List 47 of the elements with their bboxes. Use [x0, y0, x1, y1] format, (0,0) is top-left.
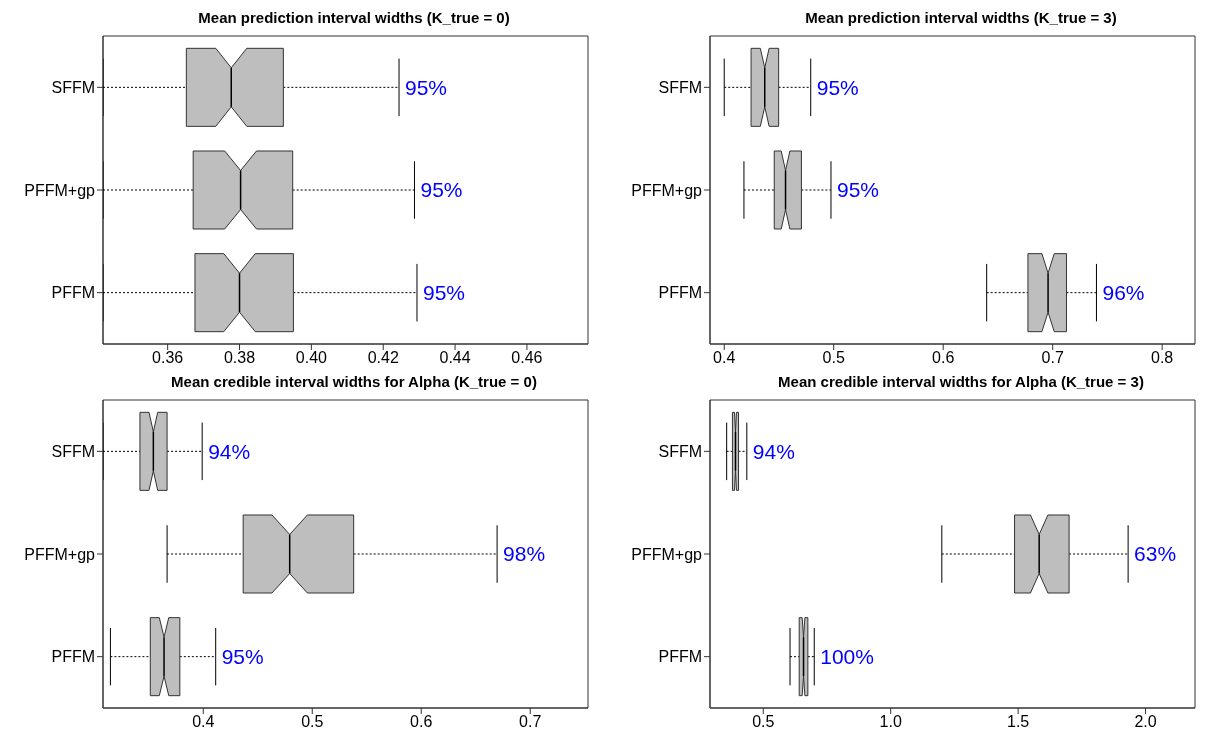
annotation: 95%: [836, 178, 880, 202]
y-tick-label: PFFM: [658, 284, 702, 302]
x-tick-label: 0.5: [301, 713, 324, 731]
annotation: 95%: [405, 75, 448, 99]
x-tick-label: 0.44: [439, 349, 471, 367]
x-tick-label: 0.4: [713, 349, 736, 367]
annotation: 100%: [820, 645, 874, 669]
y-tick-label: PFFM+gp: [24, 545, 96, 563]
annotation: 95%: [221, 645, 264, 669]
x-tick-label: 0.5: [822, 349, 845, 367]
x-tick-label: 1.0: [879, 713, 902, 731]
y-tick-label: PFFM+gp: [631, 181, 703, 199]
y-tick-label: PFFM: [51, 284, 95, 302]
chart-title: Mean prediction interval widths (K_true = 0): [197, 8, 511, 28]
annotation: 63%: [1134, 542, 1177, 566]
x-tick-label: 0.7: [519, 713, 542, 731]
chart-title: Mean prediction interval widths (K_true = 3): [804, 8, 1118, 28]
x-tick-label: 0.8: [1151, 349, 1174, 367]
annotation: 95%: [816, 75, 859, 99]
x-tick-label: 1.5: [1007, 713, 1030, 731]
x-tick-label: 0.5: [752, 713, 775, 731]
y-tick-label: SFFM: [51, 79, 95, 97]
x-tick-label: 0.38: [223, 349, 256, 367]
annotation: 94%: [208, 439, 251, 463]
x-tick-label: 0.7: [1041, 349, 1064, 367]
y-tick-label: SFFM: [658, 79, 702, 97]
chart-title: Mean credible interval widths for Alpha (K_true = 0): [170, 372, 538, 392]
annotation: 95%: [420, 178, 463, 202]
x-tick-label: 0.36: [152, 349, 184, 367]
x-tick-label: 2.0: [1134, 713, 1157, 731]
x-tick-label: 0.4: [192, 713, 215, 731]
annotation: 94%: [752, 439, 795, 463]
y-tick-label: PFFM+gp: [631, 545, 703, 563]
x-tick-label: 0.6: [410, 713, 433, 731]
annotation: 96%: [1102, 281, 1145, 305]
x-tick-label: 0.46: [511, 349, 543, 367]
y-tick-label: SFFM: [658, 443, 702, 461]
annotation: 98%: [503, 542, 546, 566]
x-tick-label: 0.42: [367, 349, 399, 367]
x-tick-label: 0.6: [932, 349, 955, 367]
y-tick-label: PFFM+gp: [24, 181, 96, 199]
y-tick-label: PFFM: [51, 648, 95, 666]
x-tick-label: 0.40: [295, 349, 328, 367]
chart-title: Mean credible interval widths for Alpha (K_true = 3): [777, 372, 1145, 392]
y-tick-label: SFFM: [51, 443, 95, 461]
y-tick-label: PFFM: [658, 648, 702, 666]
annotation: 95%: [422, 281, 466, 305]
